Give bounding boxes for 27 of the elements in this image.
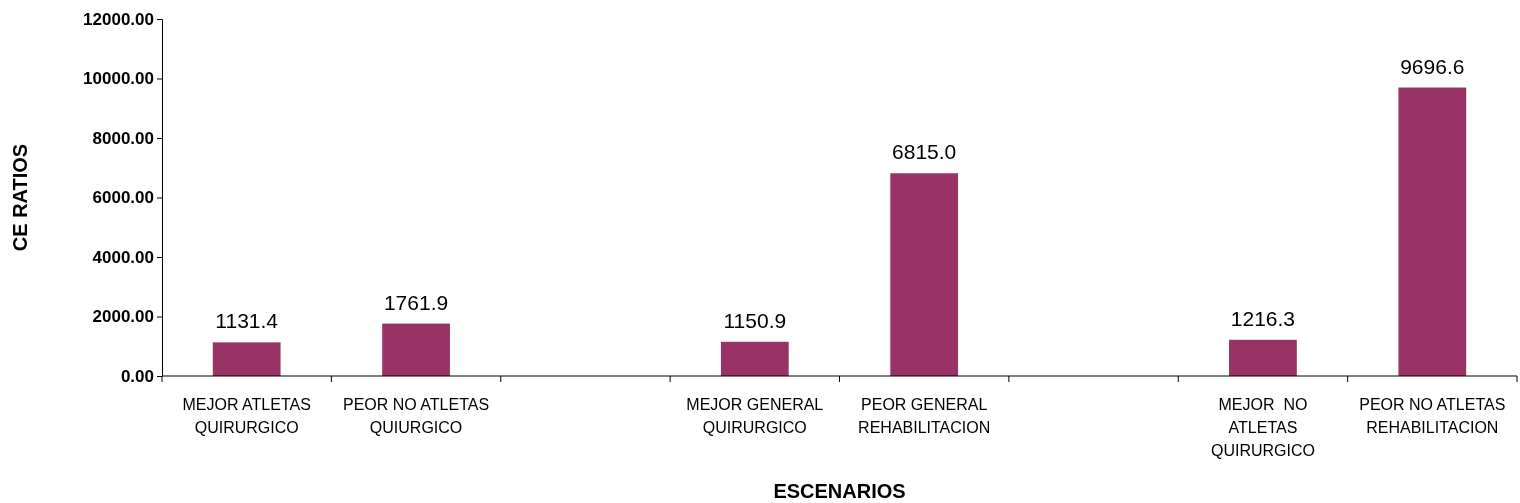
y-tick-label: 12000.00 xyxy=(83,9,154,29)
y-axis-title: CE RATIOS xyxy=(9,143,31,252)
bar xyxy=(212,342,281,376)
data-label: 1150.9 xyxy=(723,308,787,332)
bar xyxy=(1398,87,1467,376)
data-label: 9696.6 xyxy=(1400,54,1465,78)
bar xyxy=(720,341,789,376)
bar xyxy=(890,173,959,376)
y-tick-label: 8000.00 xyxy=(92,128,154,148)
x-tick-label: PEOR NO ATLETAS QUIURGICO xyxy=(343,396,490,436)
data-label: 1131.4 xyxy=(215,309,279,333)
y-tick-label: 2000.00 xyxy=(92,307,154,327)
data-label: 1216.3 xyxy=(1230,306,1296,330)
y-tick-label: 10000.00 xyxy=(83,69,154,89)
x-axis-title: ESCENARIOS xyxy=(773,480,906,502)
x-tick-label: MEJOR ATLETAS QUIRURGICO xyxy=(182,396,311,436)
y-tick-label: 4000.00 xyxy=(92,247,154,267)
bar xyxy=(382,323,450,376)
y-tick-label: 0.00 xyxy=(120,366,154,386)
y-tick-label: 6000.00 xyxy=(92,188,154,208)
x-tick-label: PEOR GENERAL REHABILITACION xyxy=(858,396,991,436)
bar xyxy=(1229,339,1297,376)
data-label: 1761.9 xyxy=(383,290,449,314)
x-tick-label: PEOR NO ATLETAS REHABILITACION xyxy=(1359,396,1506,436)
x-tick-label: MEJOR NO ATLETAS QUIRURGICO xyxy=(1210,396,1315,459)
data-label: 6815.0 xyxy=(892,140,957,164)
x-tick-label: MEJOR GENERAL QUIRURGICO xyxy=(686,396,824,436)
